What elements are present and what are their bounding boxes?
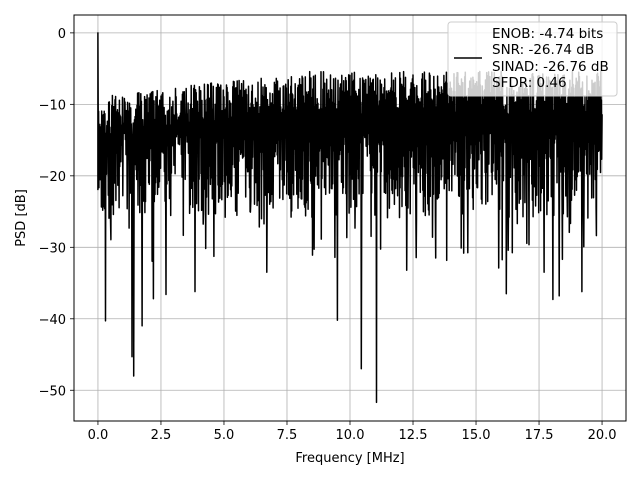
legend-entry-sfdr: SFDR: 0.46 [492,75,567,91]
y-tick-label: −30 [39,241,66,256]
x-tick-label: 20.0 [588,428,617,443]
x-tick-label: 7.5 [277,428,298,443]
x-axis-ticks: 0.0 2.5 5.0 7.5 10.0 12.5 15.0 17.5 20.0 [88,421,617,443]
legend: ENOB: -4.74 bits SNR: -26.74 dB SINAD: -… [447,21,618,97]
y-tick-label: −40 [39,313,66,328]
legend-entry-snr: SNR: -26.74 dB [492,42,594,58]
x-tick-label: 5.0 [214,428,235,443]
y-tick-label: 0 [58,27,66,42]
legend-box [447,21,618,97]
legend-entry-enob: ENOB: -4.74 bits [492,26,603,42]
y-tick-label: −10 [39,98,66,113]
y-axis-label: PSD [dB] [14,189,29,247]
x-tick-label: 0.0 [88,428,109,443]
x-tick-label: 2.5 [151,428,172,443]
psd-line [97,32,603,404]
x-tick-label: 10.0 [336,428,365,443]
y-axis-ticks: 0 −10 −20 −30 −40 −50 [39,27,74,399]
psd-series [97,32,603,404]
x-axis-label: Frequency [MHz] [295,451,404,466]
x-tick-label: 12.5 [399,428,428,443]
legend-entry-sinad: SINAD: -26.76 dB [492,59,609,75]
x-tick-label: 17.5 [525,428,554,443]
y-tick-label: −20 [39,170,66,185]
x-tick-label: 15.0 [462,428,491,443]
y-tick-label: −50 [39,384,66,399]
